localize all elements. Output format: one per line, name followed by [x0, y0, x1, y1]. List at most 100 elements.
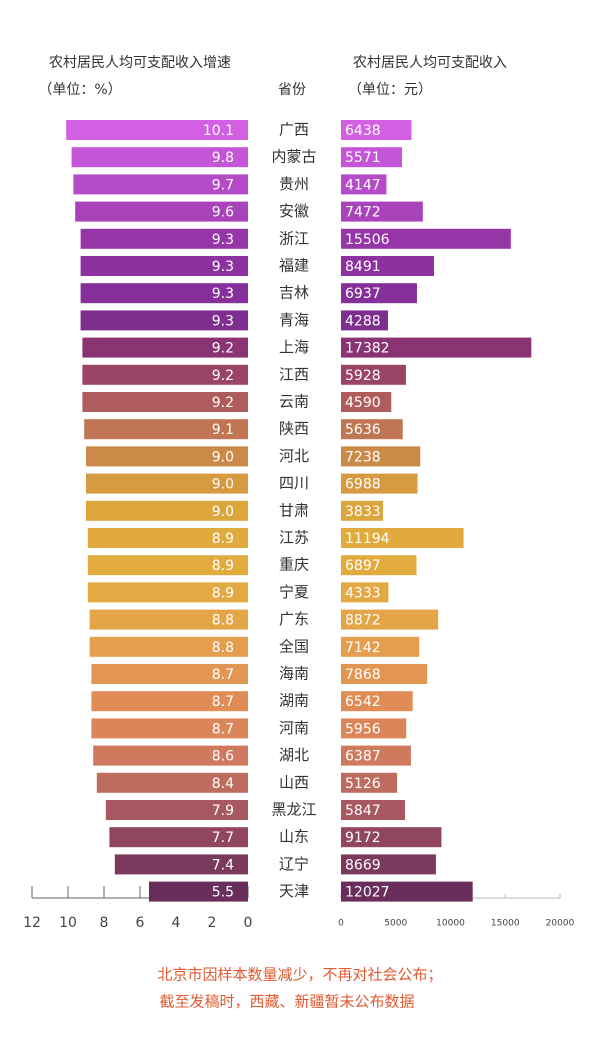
bar [341, 283, 417, 304]
bar [86, 446, 248, 467]
bar [341, 609, 439, 630]
x-tick-label: 12 [23, 915, 41, 931]
bar [96, 772, 248, 793]
bar [82, 364, 249, 385]
category-label: 江西 [279, 365, 309, 383]
bar [341, 120, 412, 140]
x-tick-label: 2 [208, 915, 217, 931]
bar [149, 881, 248, 902]
category-label: 山东 [279, 828, 309, 846]
category-label: 上海 [279, 338, 309, 356]
value-label: 8491 [345, 259, 381, 275]
value-label: 6438 [345, 123, 381, 139]
x-tick-label: 15000 [491, 919, 520, 929]
value-label: 9.2 [212, 395, 234, 411]
bar [341, 228, 511, 249]
bar [341, 800, 406, 820]
footnote: 北京市因样本数量减少，不再对社会公布； [157, 966, 442, 984]
value-label: 9.2 [212, 341, 234, 357]
category-label: 全国 [279, 637, 309, 655]
value-label: 5126 [345, 776, 381, 792]
bar [89, 609, 248, 630]
value-label: 5636 [345, 422, 381, 438]
bar [341, 582, 389, 603]
bar [91, 691, 249, 712]
value-label: 9.2 [212, 368, 234, 384]
bar [341, 473, 418, 494]
value-label: 9.3 [212, 232, 234, 248]
bar [80, 283, 248, 304]
bar [86, 500, 248, 521]
bar [341, 854, 436, 875]
bar [341, 201, 423, 222]
category-label: 青海 [279, 311, 309, 329]
bar [91, 718, 249, 739]
x-tick-label: 8 [100, 915, 109, 931]
x-tick-label: 0 [338, 919, 344, 929]
bar [80, 256, 248, 276]
category-label: 天津 [279, 882, 309, 900]
category-label: 贵州 [279, 175, 309, 193]
bar [73, 174, 249, 195]
footnote: 截至发稿时，西藏、新疆暂未公布数据 [159, 993, 414, 1011]
bar [341, 636, 420, 657]
value-label: 5.5 [212, 885, 234, 901]
value-label: 8.7 [212, 694, 234, 710]
value-label: 8.7 [212, 667, 234, 683]
bar [80, 228, 248, 249]
category-label: 河北 [279, 447, 309, 465]
value-label: 7.4 [212, 857, 234, 873]
value-label: 4333 [345, 585, 381, 601]
bar [341, 364, 406, 385]
bar [87, 582, 248, 603]
value-label: 9.3 [212, 313, 234, 329]
bar [341, 555, 417, 576]
bar [341, 310, 388, 331]
bar [75, 201, 248, 222]
value-label: 11194 [345, 531, 390, 547]
category-label: 福建 [279, 257, 309, 275]
bar [86, 473, 248, 494]
value-label: 9.0 [212, 449, 234, 465]
value-label: 6937 [345, 286, 381, 302]
category-label: 河南 [279, 719, 309, 737]
value-label: 17382 [345, 341, 390, 357]
category-label: 黑龙江 [271, 801, 316, 819]
value-label: 3833 [345, 504, 381, 520]
value-label: 9.8 [212, 150, 234, 166]
value-label: 9.3 [212, 286, 234, 302]
bar [341, 147, 403, 168]
bar [341, 500, 383, 521]
bar [341, 392, 392, 412]
value-label: 8872 [345, 613, 381, 629]
category-label: 广西 [279, 121, 309, 139]
category-label: 陕西 [279, 420, 309, 438]
right-title: 农村居民人均可支配收入 [353, 55, 507, 71]
x-tick-label: 0 [244, 915, 253, 931]
value-label: 8.9 [212, 531, 234, 547]
category-label: 吉林 [279, 284, 309, 302]
value-label: 9.6 [212, 205, 234, 221]
bar [341, 718, 407, 739]
bar [341, 827, 442, 848]
x-tick-label: 4 [172, 915, 181, 931]
bar [91, 664, 249, 684]
value-label: 8.6 [212, 749, 234, 765]
value-label: 6988 [345, 477, 381, 493]
bar [341, 446, 421, 467]
category-label: 江苏 [279, 529, 309, 547]
value-label: 4590 [345, 395, 381, 411]
value-label: 7.9 [212, 803, 234, 819]
x-tick-label: 10 [59, 915, 77, 931]
value-label: 5956 [345, 721, 381, 737]
bar [341, 256, 434, 276]
bar [114, 854, 248, 875]
bar [341, 745, 411, 766]
bar [341, 419, 403, 440]
bar [341, 881, 473, 902]
category-label: 海南 [279, 665, 309, 683]
bar [84, 419, 248, 440]
x-tick-label: 10000 [436, 919, 465, 929]
value-label: 6897 [345, 558, 381, 574]
